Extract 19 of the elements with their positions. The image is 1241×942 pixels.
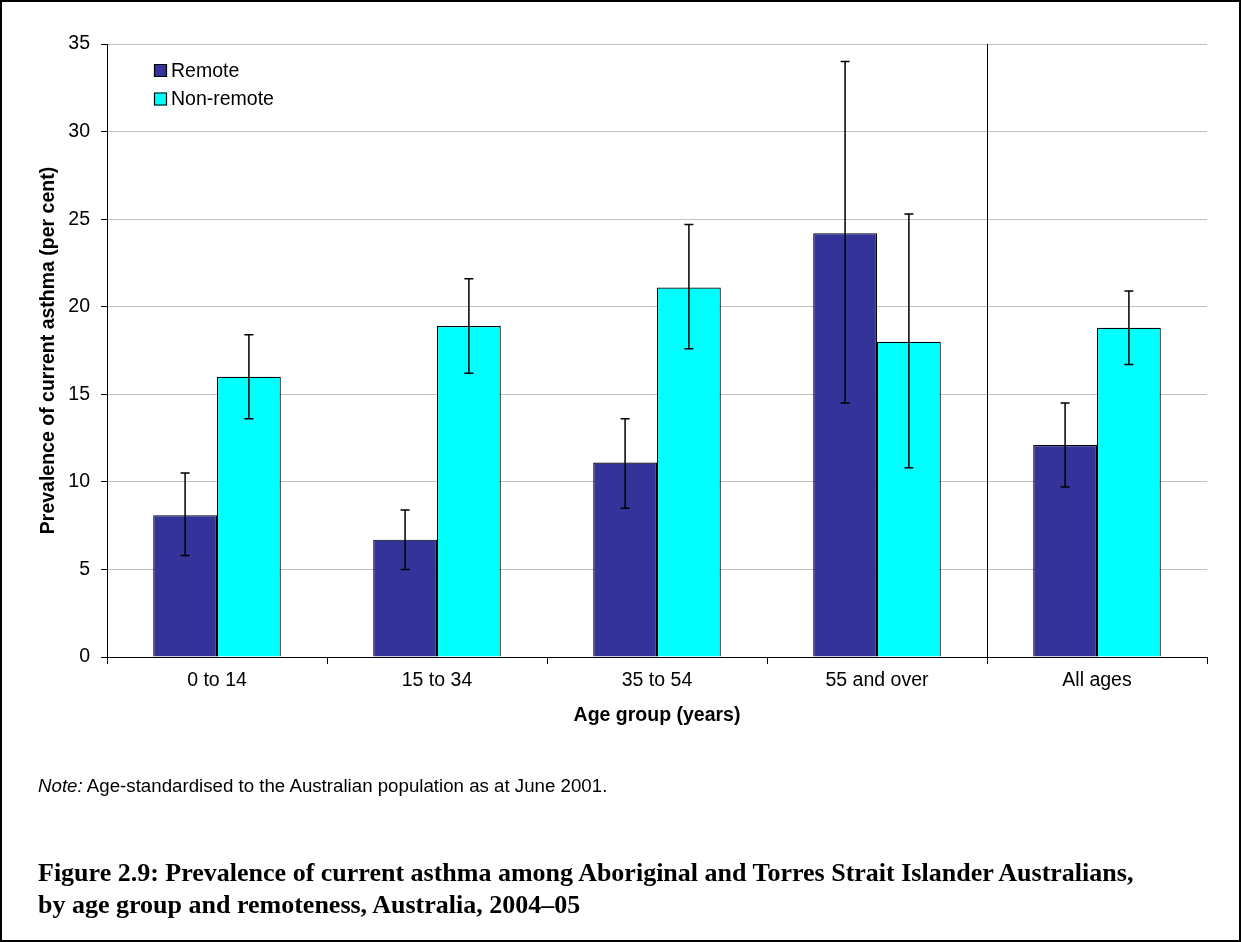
y-tick-label: 30 xyxy=(68,118,91,141)
x-tick-label: All ages xyxy=(1062,668,1132,691)
text: Note: Age-standardised to the Australian population as at June 2001. xyxy=(38,775,608,796)
y-tick-label: 35 xyxy=(68,31,91,54)
x-tick-label: 55 and over xyxy=(825,668,929,691)
legend-label: Non-remote xyxy=(171,87,274,110)
y-tick-label: 0 xyxy=(79,644,91,667)
y-tick-label: 10 xyxy=(68,469,91,492)
y-tick-label: 20 xyxy=(68,294,91,317)
y-tick-label: 25 xyxy=(68,206,91,229)
x-tick-label: 15 to 34 xyxy=(401,668,473,691)
legend-label: Remote xyxy=(171,58,240,81)
y-tick-label: 15 xyxy=(68,381,91,404)
y-tick-label: 5 xyxy=(79,556,91,579)
x-tick-label: 0 to 14 xyxy=(187,668,247,691)
text: Figure 2.9: Prevalence of current asthma among Aboriginal and Torres Strait Islander Australians, by age group and remoteness, Australia, 2004–05 xyxy=(38,857,1135,921)
y-axis-title: Prevalence of current asthma (per cent) xyxy=(36,166,59,535)
x-tick-label: 35 to 54 xyxy=(621,668,693,691)
x-axis-title: Age group (years) xyxy=(573,702,741,725)
